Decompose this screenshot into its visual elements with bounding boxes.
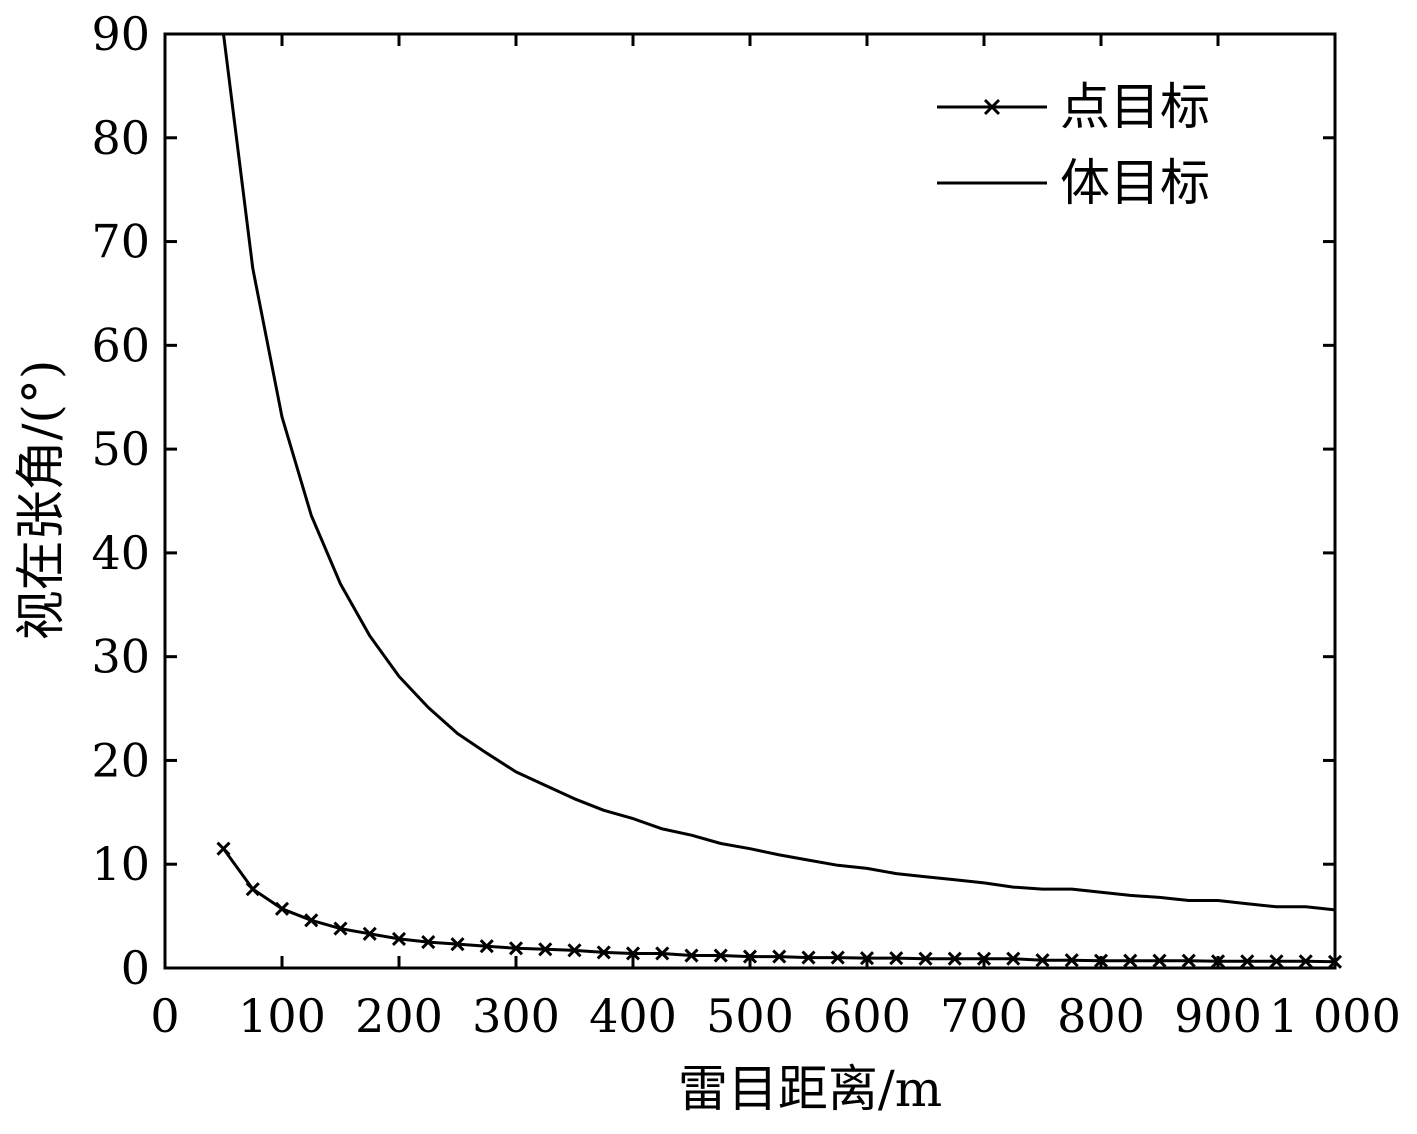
data-point-marker bbox=[713, 948, 728, 963]
series-layer bbox=[216, 33, 1343, 969]
data-point-marker bbox=[1006, 951, 1021, 966]
x-axis-ticks: 0 100 200 300 400 500 600 700 800 900 1 000 bbox=[150, 34, 1401, 1043]
data-point-marker bbox=[830, 950, 845, 965]
x-tick-label: 800 bbox=[1057, 989, 1145, 1043]
data-point-marker bbox=[1181, 953, 1196, 968]
x-tick-label: 900 bbox=[1174, 989, 1262, 1043]
y-tick-label: 70 bbox=[91, 215, 150, 269]
x-tick-label: 0 bbox=[150, 989, 179, 1043]
data-point-marker bbox=[976, 951, 992, 966]
data-point-marker bbox=[1035, 953, 1050, 968]
data-point-marker bbox=[538, 942, 553, 957]
data-point-marker bbox=[333, 921, 348, 936]
x-tick-label: 600 bbox=[823, 989, 911, 1043]
data-point-marker bbox=[596, 945, 611, 960]
x-tick-label: 1 000 bbox=[1269, 989, 1401, 1043]
data-point-marker bbox=[655, 946, 670, 961]
data-point-marker bbox=[1123, 953, 1138, 968]
data-point-marker bbox=[304, 913, 319, 928]
data-point-marker bbox=[1064, 953, 1079, 968]
y-tick-label: 90 bbox=[91, 7, 150, 61]
data-point-marker bbox=[625, 946, 641, 961]
legend-label-point-target: 点目标 bbox=[1060, 78, 1210, 136]
x-tick-label: 400 bbox=[589, 989, 677, 1043]
x-tick-label: 500 bbox=[706, 989, 794, 1043]
data-point-marker bbox=[684, 948, 699, 963]
y-tick-label: 80 bbox=[91, 111, 150, 165]
data-point-marker bbox=[742, 949, 758, 964]
data-point-marker bbox=[274, 901, 290, 916]
data-point-marker bbox=[889, 951, 904, 966]
data-point-marker bbox=[391, 931, 407, 947]
data-point-marker bbox=[1240, 954, 1255, 969]
data-point-marker bbox=[508, 941, 524, 956]
data-point-marker bbox=[567, 943, 582, 958]
series-line-1 bbox=[222, 33, 1336, 912]
data-point-marker bbox=[1210, 954, 1226, 969]
y-tick-label: 0 bbox=[121, 941, 150, 995]
series-line-0 bbox=[222, 847, 1336, 964]
y-tick-label: 60 bbox=[91, 318, 150, 372]
x-tick-label: 100 bbox=[238, 989, 326, 1043]
data-point-marker bbox=[801, 950, 816, 965]
y-tick-label: 40 bbox=[91, 526, 150, 580]
data-point-marker bbox=[1269, 954, 1284, 969]
data-point-marker bbox=[450, 937, 465, 952]
x-tick-label: 300 bbox=[472, 989, 560, 1043]
y-tick-label: 20 bbox=[91, 733, 150, 787]
x-tick-label: 700 bbox=[940, 989, 1028, 1043]
data-point-marker bbox=[479, 939, 494, 954]
data-point-marker bbox=[1152, 953, 1167, 968]
data-point-marker bbox=[245, 882, 260, 897]
data-point-marker bbox=[362, 926, 377, 941]
data-point-marker bbox=[216, 841, 231, 856]
y-axis-ticks: 0 10 20 30 40 50 60 70 80 90 bbox=[91, 7, 1335, 995]
y-tick-label: 30 bbox=[91, 630, 150, 684]
data-point-marker bbox=[1093, 953, 1109, 968]
x-tick-label: 200 bbox=[355, 989, 443, 1043]
data-point-marker bbox=[1327, 954, 1343, 969]
data-point-marker bbox=[947, 951, 962, 966]
data-point-marker bbox=[859, 951, 875, 966]
y-tick-label: 10 bbox=[91, 837, 150, 891]
legend-marker-x-icon bbox=[983, 98, 1001, 116]
legend: 点目标 体目标 bbox=[937, 78, 1210, 212]
data-point-marker bbox=[918, 951, 933, 966]
legend-label-volume-target: 体目标 bbox=[1060, 154, 1210, 212]
data-point-marker bbox=[1298, 954, 1313, 969]
x-axis-label: 雷目距离/m bbox=[678, 1060, 942, 1118]
y-tick-label: 50 bbox=[91, 422, 150, 476]
data-point-marker bbox=[421, 934, 436, 950]
data-point-marker bbox=[772, 949, 787, 964]
y-axis-label: 视在张角/(°) bbox=[12, 360, 70, 641]
